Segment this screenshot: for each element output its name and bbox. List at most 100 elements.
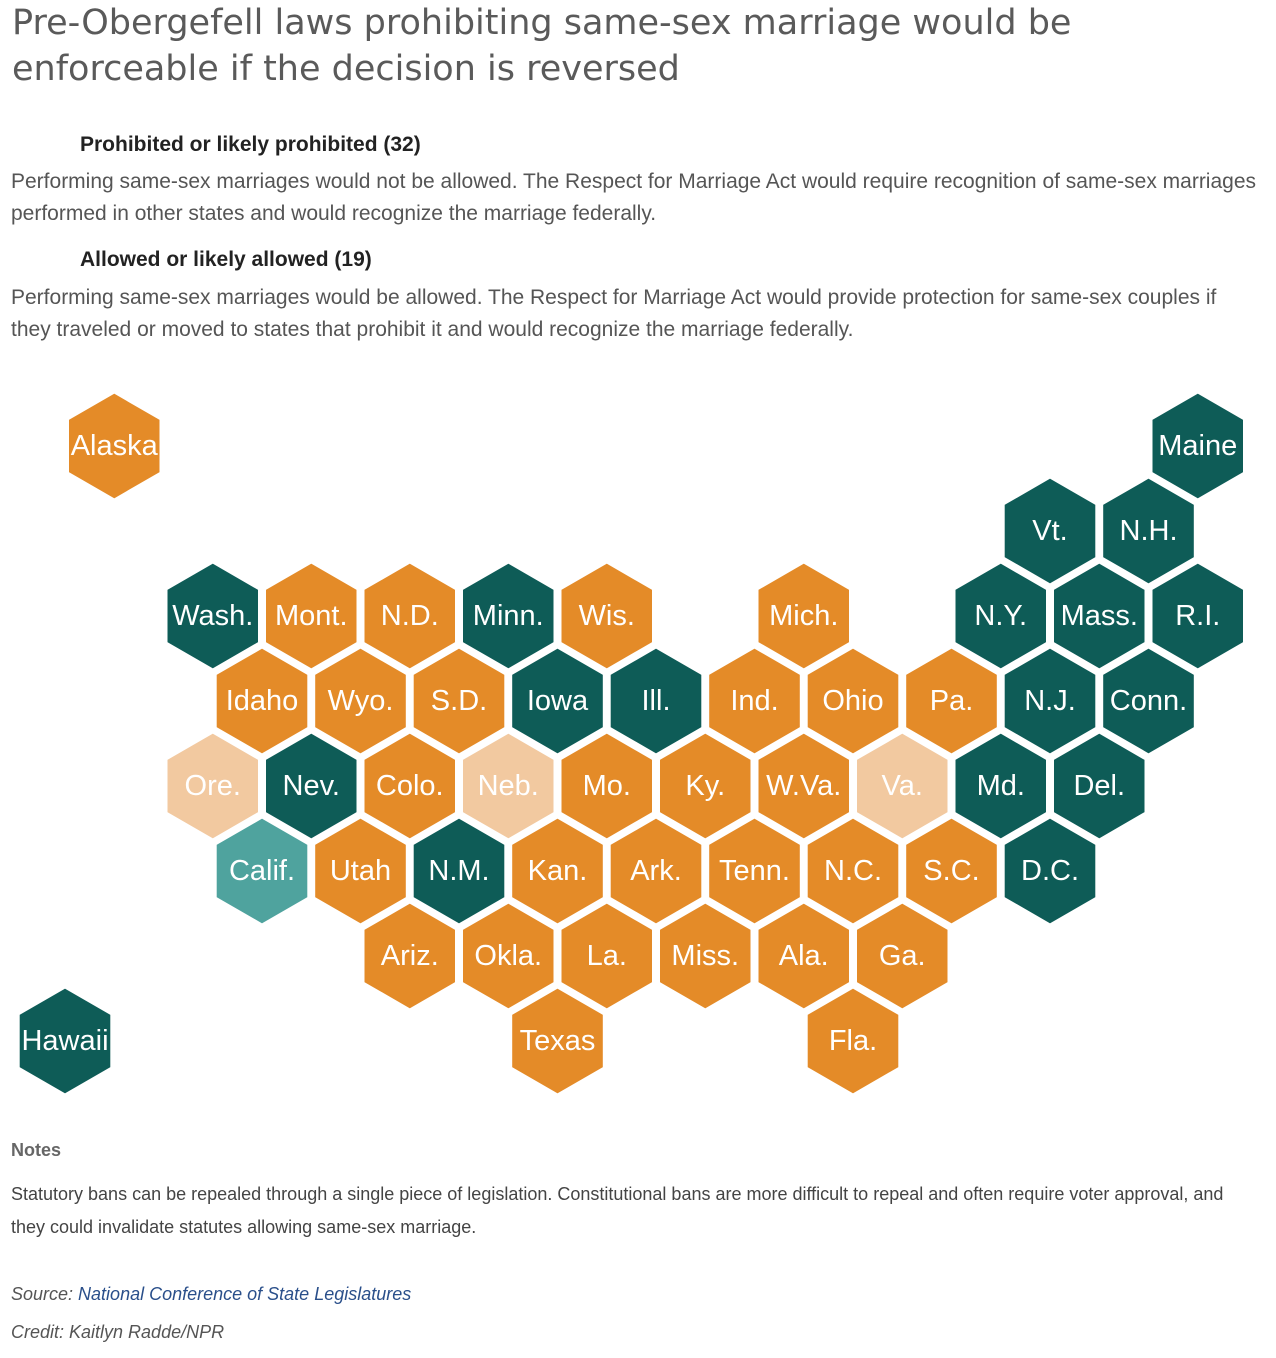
state-hex-shape bbox=[657, 730, 754, 842]
state-label: Mo. bbox=[583, 770, 631, 802]
state-hex-w-va: W.Va. bbox=[755, 730, 852, 842]
state-hex-shape bbox=[607, 815, 705, 927]
state-hex-miss: Miss. bbox=[657, 900, 754, 1012]
state-hex-ill: Ill. bbox=[607, 645, 705, 757]
state-hex-hawaii: Hawaii bbox=[16, 985, 114, 1097]
state-hex-ark: Ark. bbox=[607, 815, 705, 927]
state-hex-shape bbox=[952, 730, 1049, 842]
state-hex-n-h: N.H. bbox=[1100, 475, 1197, 587]
state-label: Md. bbox=[977, 770, 1025, 802]
state-hex-shape bbox=[1001, 815, 1099, 927]
state-label: W.Va. bbox=[766, 770, 841, 802]
legend-description-allowed: Performing same-sex marriages would be a… bbox=[11, 286, 1217, 341]
state-label: Ky. bbox=[685, 770, 725, 802]
state-hex-wash: Wash. bbox=[164, 560, 261, 672]
state-hex-shape bbox=[706, 645, 803, 757]
state-hex-ore: Ore. bbox=[164, 730, 261, 842]
state-hex-n-c: N.C. bbox=[804, 815, 902, 927]
state-label: Minn. bbox=[473, 600, 544, 632]
state-hex-shape bbox=[460, 900, 557, 1012]
state-hex-shape bbox=[361, 900, 458, 1012]
state-hex-shape bbox=[1001, 645, 1099, 757]
state-hex-shape bbox=[558, 900, 655, 1012]
source-prefix: Source: bbox=[11, 1284, 79, 1304]
state-hex-shape bbox=[263, 560, 360, 672]
state-hex-shape bbox=[213, 645, 311, 757]
state-hex-mass: Mass. bbox=[1051, 560, 1148, 672]
state-hex-shape bbox=[1149, 560, 1246, 672]
state-label: Tenn. bbox=[719, 855, 790, 887]
state-hex-ariz: Ariz. bbox=[361, 900, 458, 1012]
state-label: La. bbox=[587, 940, 627, 972]
state-hex-shape bbox=[755, 900, 852, 1012]
state-hex-idaho: Idaho bbox=[213, 645, 311, 757]
state-hex-r-i: R.I. bbox=[1149, 560, 1246, 672]
state-hex-shape bbox=[903, 815, 1000, 927]
state-hex-md: Md. bbox=[952, 730, 1049, 842]
state-hex-shape bbox=[213, 815, 311, 927]
state-hex-nev: Nev. bbox=[263, 730, 360, 842]
state-hex-pa: Pa. bbox=[903, 645, 1000, 757]
state-hex-shape bbox=[1051, 730, 1148, 842]
state-hex-neb: Neb. bbox=[460, 730, 557, 842]
state-label: Miss. bbox=[671, 940, 739, 972]
state-hex-colo: Colo. bbox=[361, 730, 458, 842]
state-hex-tenn: Tenn. bbox=[706, 815, 803, 927]
state-hex-shape bbox=[164, 560, 261, 672]
state-label: Ariz. bbox=[381, 940, 439, 972]
state-hex-maine: Maine bbox=[1149, 390, 1246, 502]
state-hex-shape bbox=[509, 815, 606, 927]
state-hex-shape bbox=[1100, 645, 1197, 757]
state-label: Del. bbox=[1073, 770, 1125, 802]
state-hex-ind: Ind. bbox=[706, 645, 803, 757]
state-hex-shape bbox=[854, 900, 951, 1012]
state-hex-n-y: N.Y. bbox=[952, 560, 1049, 672]
state-hex-ky: Ky. bbox=[657, 730, 754, 842]
state-hex-s-d: S.D. bbox=[410, 645, 508, 757]
state-hex-wyo: Wyo. bbox=[312, 645, 409, 757]
state-label: Colo. bbox=[376, 770, 444, 802]
state-hex-shape bbox=[804, 815, 902, 927]
state-hex-shape bbox=[1051, 560, 1148, 672]
state-hex-shape bbox=[361, 730, 458, 842]
state-label: S.D. bbox=[431, 685, 487, 717]
state-hex-shape bbox=[706, 815, 803, 927]
legend-heading-allowed: Allowed or likely allowed (19) bbox=[80, 248, 372, 271]
legend-heading-prohibited: Prohibited or likely prohibited (32) bbox=[80, 133, 421, 156]
state-hex-shape bbox=[410, 645, 508, 757]
state-label: Alaska bbox=[71, 430, 159, 462]
state-label: Ark. bbox=[630, 855, 682, 887]
state-label: Fla. bbox=[829, 1025, 877, 1057]
state-hex-shape bbox=[164, 730, 261, 842]
state-hex-ga: Ga. bbox=[854, 900, 951, 1012]
state-label: Ill. bbox=[642, 685, 671, 717]
state-hex-s-c: S.C. bbox=[903, 815, 1000, 927]
state-hex-utah: Utah bbox=[312, 815, 409, 927]
state-hex-d-c: D.C. bbox=[1001, 815, 1099, 927]
source-line: Source: National Conference of State Leg… bbox=[11, 1284, 411, 1305]
state-hex-shape bbox=[1149, 390, 1246, 502]
state-label: Pa. bbox=[930, 685, 974, 717]
state-hex-shape bbox=[312, 815, 409, 927]
state-label: Ind. bbox=[730, 685, 778, 717]
state-hex-n-d: N.D. bbox=[361, 560, 458, 672]
state-hex-ala: Ala. bbox=[755, 900, 852, 1012]
state-hex-calif: Calif. bbox=[213, 815, 311, 927]
state-label: R.I. bbox=[1175, 600, 1220, 632]
state-label: N.D. bbox=[381, 600, 439, 632]
page-title: Pre-Obergefell laws prohibiting same-sex… bbox=[12, 3, 1072, 89]
credit-line: Credit: Kaitlyn Radde/NPR bbox=[11, 1322, 225, 1342]
state-hex-mont: Mont. bbox=[263, 560, 360, 672]
state-label: Kan. bbox=[528, 855, 588, 887]
state-hex-shape bbox=[1001, 475, 1099, 587]
state-label: Mich. bbox=[769, 600, 838, 632]
legend-description-prohibited: Performing same-sex marriages would not … bbox=[11, 170, 1257, 225]
state-label: D.C. bbox=[1021, 855, 1079, 887]
state-hex-shape bbox=[804, 985, 902, 1097]
state-hex-shape bbox=[361, 560, 458, 672]
state-label: Ala. bbox=[779, 940, 829, 972]
state-label: Utah bbox=[330, 855, 391, 887]
source-link[interactable]: National Conference of State Legislature… bbox=[78, 1284, 412, 1304]
state-hex-kan: Kan. bbox=[509, 815, 606, 927]
notes-heading: Notes bbox=[11, 1140, 62, 1160]
